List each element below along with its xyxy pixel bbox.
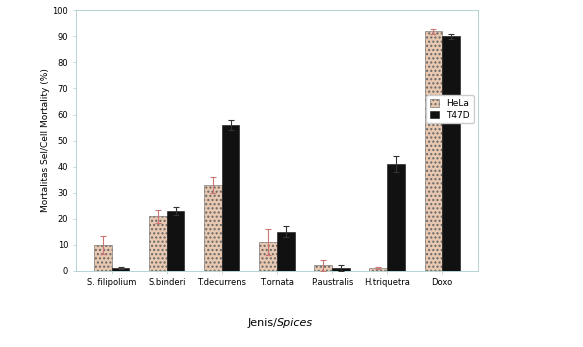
Bar (370, 268, 387, 271)
Bar (332, 268, 350, 271)
Y-axis label: Mortalitas Sel/Cell Mortality (%): Mortalitas Sel/Cell Mortality (%) (41, 69, 50, 212)
Bar (167, 211, 184, 271)
Legend: HeLa, T47D: HeLa, T47D (426, 95, 473, 123)
Bar (222, 125, 240, 271)
Bar (94, 245, 112, 271)
Bar (424, 31, 442, 271)
Text: Jenis/: Jenis/ (247, 318, 277, 328)
Bar (442, 36, 460, 271)
Text: Spices: Spices (277, 318, 313, 328)
Bar (149, 216, 167, 271)
Bar (387, 164, 405, 271)
Bar (314, 265, 332, 271)
Bar (204, 185, 222, 271)
Bar (259, 242, 277, 271)
Bar (112, 268, 129, 271)
Bar (277, 232, 294, 271)
